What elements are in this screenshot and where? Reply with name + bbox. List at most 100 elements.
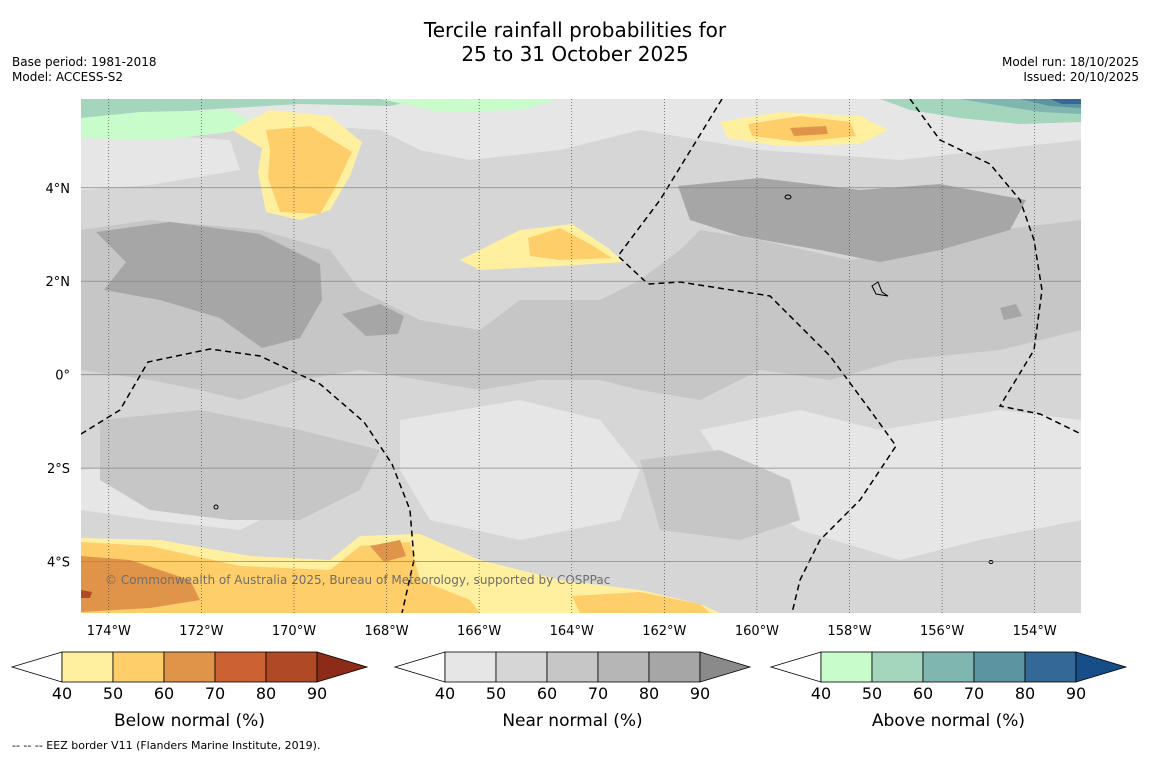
colorbars: 40 50 60 70 80 90 Below normal (%) 40 50 60 70 80 90… [10,651,1128,731]
meta-left: Base period: 1981-2018 Model: ACCESS-S2 [12,55,157,85]
below-region-south-50-b [572,592,710,613]
colorbar-tick-label: 60 [537,684,557,703]
colorbar-high-extend [316,651,369,683]
dark-patch-east [1000,304,1022,320]
lon-tick-label: 162°W [642,624,686,639]
island-1 [784,194,792,200]
dark-patch-center [342,304,404,336]
colorbar-tick-label: 50 [103,684,123,703]
colorbar-tick-label: 80 [639,684,659,703]
below-region-center-50 [528,228,612,260]
lon-tick-label: 156°W [920,624,964,639]
island-4 [988,560,994,564]
colorbar-segment [973,651,1026,683]
colorbar-tick-label: 60 [913,684,933,703]
colorbar-segment [495,651,548,683]
colorbar-tick-label: 70 [205,684,225,703]
chart-title: Tercile rainfall probabilities for 25 to… [0,18,1150,66]
lon-tick-label: 172°W [179,624,223,639]
colorbar-title: Above normal (%) [872,711,1025,731]
colorbar-2: 40 50 60 70 80 90 Near normal (%) [393,651,752,731]
colorbar-low-extend [769,651,822,683]
colorbar-segment [444,651,497,683]
lon-tick-label: 168°W [364,624,408,639]
lon-tick-label: 170°W [272,624,316,639]
colorbar-segment [265,651,318,683]
colorbar-segment [648,651,701,683]
colorbar-tick-label: 90 [1066,684,1086,703]
base-period: Base period: 1981-2018 [12,55,157,69]
light-region-central-south [400,400,640,540]
model-name: Model: ACCESS-S2 [12,70,124,84]
title-line-2: 25 to 31 October 2025 [461,42,689,66]
eez-line-center [616,99,897,613]
colorbar-tick-label: 90 [307,684,327,703]
title-line-1: Tercile rainfall probabilities for [423,18,727,42]
gridlines [81,99,1081,613]
below-region-ne-60 [790,126,828,136]
model-run: Model run: 18/10/2025 [1001,55,1139,69]
colorbar-high-extend [699,651,752,683]
colorbar-tick-label: 80 [1015,684,1035,703]
colorbar-high-extend [1075,651,1128,683]
lat-tick-label: 2°N [46,275,71,290]
colorbar-title: Below normal (%) [114,711,265,731]
below-patch-south-80 [81,590,92,598]
lon-tick-label: 164°W [550,624,594,639]
colorbar-low-extend [10,651,63,683]
light-region-southeast [700,410,1081,560]
colorbar-segment [1024,651,1077,683]
above-region-ne-80 [1050,99,1081,104]
mid-region-sw [100,410,380,520]
latitude-labels: 4°N 2°N 0° 2°S 4°S [46,182,71,571]
colorbar-tick-label: 40 [52,684,72,703]
lon-tick-label: 160°W [735,624,779,639]
eez-line-west [81,348,415,613]
lon-tick-label: 166°W [457,624,501,639]
colorbar-segment [546,651,599,683]
colorbar-tick-label: 40 [811,684,831,703]
eez-footnote: -- -- -- EEZ border V11 (Flanders Marine… [12,739,321,752]
map-area: © Commonwealth of Australia 2025, Bureau… [81,99,1081,613]
colorbar-segment [597,651,650,683]
colorbar-segment [163,651,216,683]
island-3 [213,504,219,510]
colorbar-tick-label: 80 [256,684,276,703]
colorbar-segment [871,651,924,683]
island-2 [871,281,889,297]
meta-right: Model run: 18/10/2025 Issued: 20/10/2025 [1002,55,1139,85]
colorbar-tick-label: 70 [588,684,608,703]
colorbar-low-extend [393,651,446,683]
lon-tick-label: 154°W [1013,624,1057,639]
above-region-nw-50 [81,99,420,120]
colorbar-segment [61,651,114,683]
lat-tick-label: 0° [55,369,70,384]
above-region-n-40 [380,99,560,112]
colorbar-segment [820,651,873,683]
issued-date: Issued: 20/10/2025 [1023,70,1139,84]
colorbar-tick-label: 50 [486,684,506,703]
dark-region-northeast [678,178,1026,262]
eez-borders [81,99,1081,613]
colorbar-tick-label: 40 [435,684,455,703]
mid-region-south [640,450,800,540]
colorbar-tick-label: 70 [964,684,984,703]
below-region-south-60 [81,556,200,612]
colorbar-3: 40 50 60 70 80 90 Above normal (%) [769,651,1128,731]
light-region-nw [81,130,240,190]
colorbar-segment [214,651,267,683]
lat-tick-label: 4°N [46,182,71,197]
colorbar-1: 40 50 60 70 80 90 Below normal (%) [10,651,369,731]
eez-line-east [909,99,1081,435]
lon-tick-label: 174°W [87,624,131,639]
colorbar-tick-label: 50 [862,684,882,703]
longitude-labels: 174°W 172°W 170°W 168°W 166°W 164°W 162°W 160°W… [87,624,1057,639]
lat-tick-label: 2°S [47,462,70,477]
dark-region-west [96,222,322,348]
lat-tick-label: 4°S [47,556,70,571]
below-patch-south-60 [370,540,406,562]
copyright-text: © Commonwealth of Australia 2025, Bureau… [105,573,610,587]
colorbar-tick-label: 90 [690,684,710,703]
above-region-nw-40 [81,110,250,140]
